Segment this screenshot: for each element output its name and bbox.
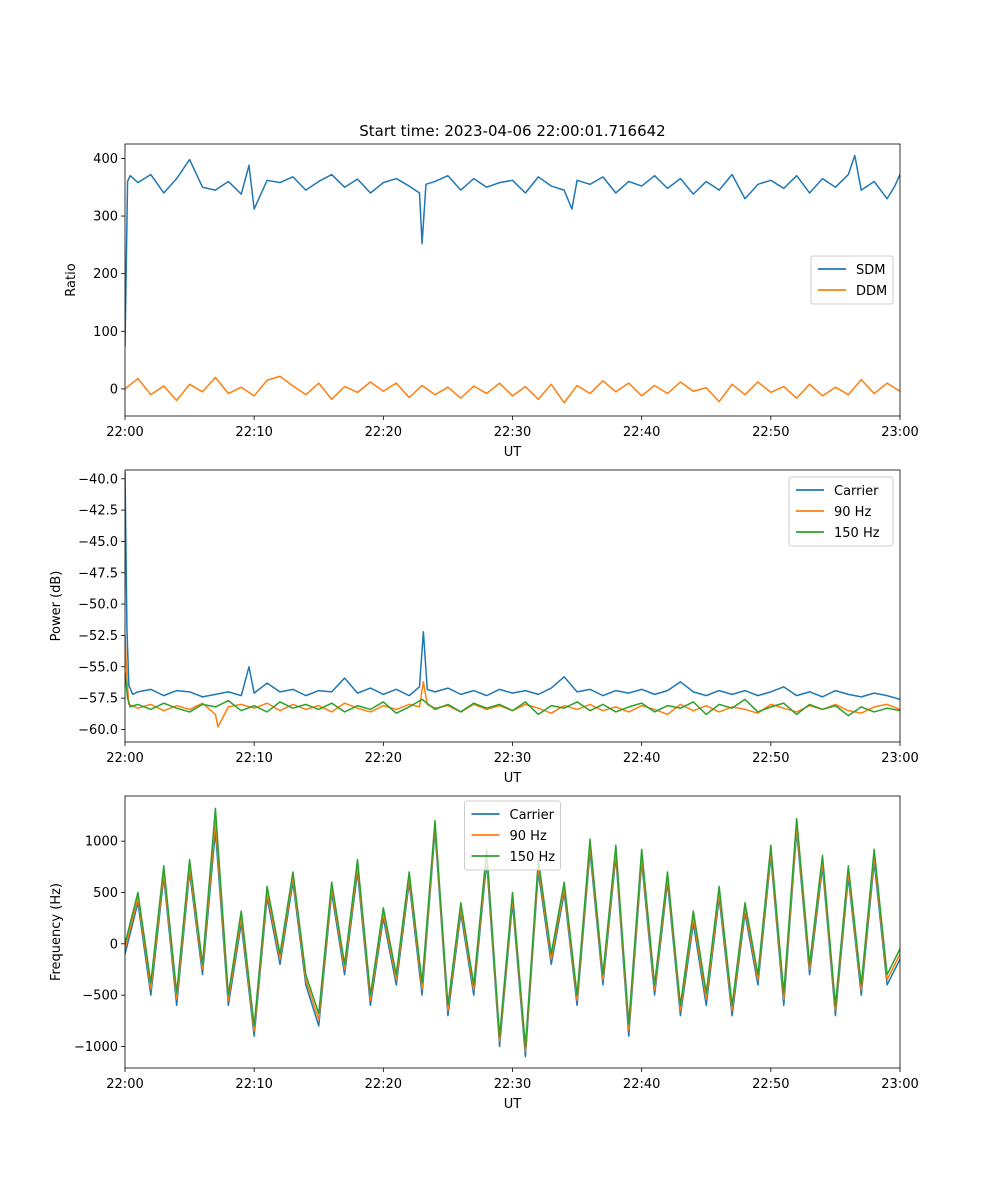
- y-tick-label: −500: [82, 989, 118, 1004]
- series-line-150-hz: [125, 807, 900, 1048]
- y-tick-label: −55.0: [78, 660, 118, 675]
- legend-label: 150 Hz: [834, 526, 880, 541]
- legend-label: 150 Hz: [510, 850, 556, 865]
- x-tick-label: 22:40: [623, 425, 660, 440]
- y-tick-label: −60.0: [78, 723, 118, 738]
- x-tick-label: 22:40: [623, 1077, 660, 1092]
- y-tick-label: −52.5: [78, 629, 118, 644]
- x-tick-label: 23:00: [881, 425, 918, 440]
- x-tick-label: 22:50: [752, 751, 789, 766]
- y-tick-label: −50.0: [78, 598, 118, 613]
- x-tick-label: 22:10: [235, 425, 272, 440]
- legend-box: [464, 800, 561, 871]
- legend: Carrier 90 Hz 150 Hz: [464, 800, 561, 871]
- y-axis-label: Frequency (Hz): [49, 883, 64, 981]
- legend-label: 90 Hz: [510, 829, 547, 844]
- x-axis-label: UT: [504, 1097, 522, 1112]
- y-tick-label: −42.5: [78, 504, 118, 519]
- series-line-90-hz: [125, 634, 900, 728]
- x-axis-label: UT: [504, 445, 522, 460]
- x-tick-label: 22:00: [106, 1077, 143, 1092]
- series-group: [125, 471, 900, 728]
- y-tick-label: −40.0: [78, 472, 118, 487]
- axes-frame: [124, 143, 901, 417]
- y-tick-label: 200: [93, 267, 118, 282]
- legend-box: [788, 476, 894, 547]
- series-group: [125, 154, 900, 404]
- y-tick-label: 500: [93, 886, 118, 901]
- y-axis-label: Power (dB): [49, 571, 64, 642]
- series-group: [125, 807, 900, 1058]
- chart-panel-frequency: 22:00 22:10 22:20 22:30 22:40 22:50 23:00 −1000…: [49, 795, 919, 1112]
- x-tick-label: 22:50: [752, 425, 789, 440]
- x-tick-label: 22:00: [106, 751, 143, 766]
- legend: SDM DDM: [810, 255, 894, 305]
- series-line-carrier: [125, 471, 900, 701]
- y-tick-label: −57.5: [78, 692, 118, 707]
- y-tick-label: −1000: [74, 1040, 118, 1055]
- legend-label: SDM: [856, 263, 885, 278]
- y-tick-label: 400: [93, 152, 118, 167]
- y-axis-label: Ratio: [64, 263, 79, 296]
- y-tick-label: 1000: [85, 835, 118, 850]
- x-tick-label: 22:50: [752, 1077, 789, 1092]
- legend: Carrier 90 Hz 150 Hz: [788, 476, 894, 547]
- x-tick-label: 22:40: [623, 751, 660, 766]
- y-tick-label: 300: [93, 210, 118, 225]
- x-tick-label: 22:20: [365, 425, 402, 440]
- x-tick-label: 22:30: [494, 1077, 531, 1092]
- chart-panel-ratio: 22:00 22:10 22:20 22:30 22:40 22:50 23:00 0 100 2…: [64, 143, 919, 460]
- y-tick-label: −47.5: [78, 566, 118, 581]
- series-line-ddm: [125, 375, 900, 404]
- x-tick-label: 22:30: [494, 425, 531, 440]
- series-line-sdm: [125, 154, 900, 347]
- legend-label: Carrier: [834, 484, 879, 499]
- y-tick-label: 100: [93, 325, 118, 340]
- x-tick-label: 23:00: [881, 751, 918, 766]
- y-tick-label: 0: [110, 382, 118, 397]
- axes-frame: [124, 469, 901, 743]
- legend-label: DDM: [856, 284, 887, 299]
- legend-box: [810, 255, 894, 305]
- legend-label: Carrier: [510, 808, 555, 823]
- x-tick-label: 22:20: [365, 751, 402, 766]
- figure-title: Start time: 2023-04-06 22:00:01.716642: [359, 122, 665, 140]
- legend-label: 90 Hz: [834, 505, 871, 520]
- x-tick-label: 23:00: [881, 1077, 918, 1092]
- series-line-150-hz: [125, 672, 900, 717]
- x-tick-label: 22:10: [235, 1077, 272, 1092]
- x-tick-label: 22:30: [494, 751, 531, 766]
- x-tick-label: 22:10: [235, 751, 272, 766]
- chart-panel-power: 22:00 22:10 22:20 22:30 22:40 22:50 23:00 −40.0…: [49, 469, 919, 786]
- x-tick-label: 22:20: [365, 1077, 402, 1092]
- x-tick-label: 22:00: [106, 425, 143, 440]
- y-tick-label: 0: [110, 937, 118, 952]
- y-tick-label: −45.0: [78, 535, 118, 550]
- x-axis-label: UT: [504, 771, 522, 786]
